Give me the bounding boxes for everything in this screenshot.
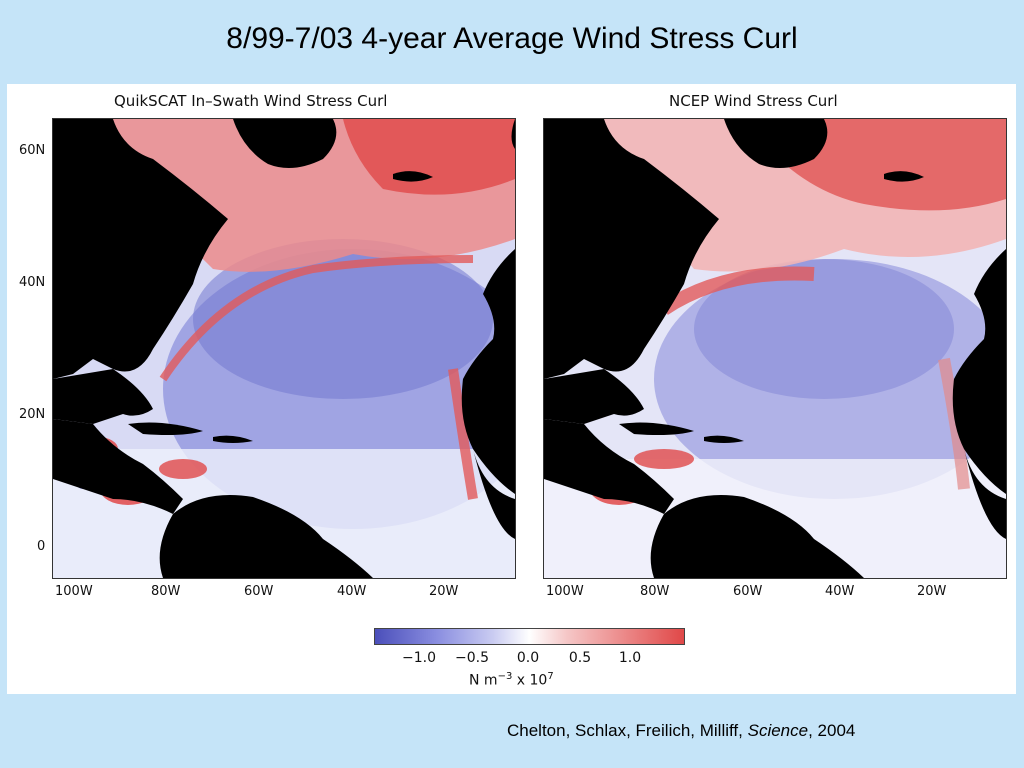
left-panel-title: QuikSCAT In–Swath Wind Stress Curl <box>114 92 388 110</box>
lat-label-0: 0 <box>37 539 46 554</box>
lat-label-60n: 60N <box>19 143 46 158</box>
right-panel-title: NCEP Wind Stress Curl <box>669 92 838 110</box>
colorbar-tick-1: 1.0 <box>618 650 642 666</box>
lon-label-20w-left: 20W <box>429 584 459 599</box>
quikscat-map <box>52 118 516 579</box>
colorbar-tick-neg05: −0.5 <box>455 650 489 666</box>
slide-title: 8/99-7/03 4-year Average Wind Stress Cur… <box>226 22 798 55</box>
unit-exponent-1: −3 <box>497 671 513 682</box>
lon-label-100w-left: 100W <box>55 584 93 599</box>
lon-label-60w-right: 60W <box>733 584 763 599</box>
quikscat-map-graphic <box>53 119 515 578</box>
lon-label-40w-left: 40W <box>337 584 367 599</box>
ncep-map-graphic <box>544 119 1006 578</box>
citation-authors: Chelton, Schlax, Freilich, Milliff, <box>507 721 748 740</box>
lon-label-100w-right: 100W <box>546 584 584 599</box>
unit-prefix: N m <box>469 672 498 689</box>
colorbar-tick-neg1: −1.0 <box>402 650 436 666</box>
lon-label-20w-right: 20W <box>917 584 947 599</box>
citation: Chelton, Schlax, Freilich, Milliff, Scie… <box>507 721 855 741</box>
lon-label-60w-left: 60W <box>244 584 274 599</box>
figure-panel: QuikSCAT In–Swath Wind Stress Curl <box>7 84 1016 694</box>
colorbar-tick-05: 0.5 <box>568 650 592 666</box>
lat-label-20n: 20N <box>19 407 46 422</box>
unit-multiplier: x 10 <box>512 672 548 689</box>
lon-label-80w-left: 80W <box>151 584 181 599</box>
lon-label-80w-right: 80W <box>640 584 670 599</box>
colorbar <box>374 628 685 645</box>
citation-journal: Science <box>747 721 809 740</box>
citation-year: , 2004 <box>808 721 856 740</box>
colorbar-unit: N m−3 x 107 <box>469 671 554 689</box>
unit-exponent-2: 7 <box>547 671 554 682</box>
lat-label-40n: 40N <box>19 275 46 290</box>
ncep-map <box>543 118 1007 579</box>
lon-label-40w-right: 40W <box>825 584 855 599</box>
colorbar-tick-0: 0.0 <box>516 650 540 666</box>
